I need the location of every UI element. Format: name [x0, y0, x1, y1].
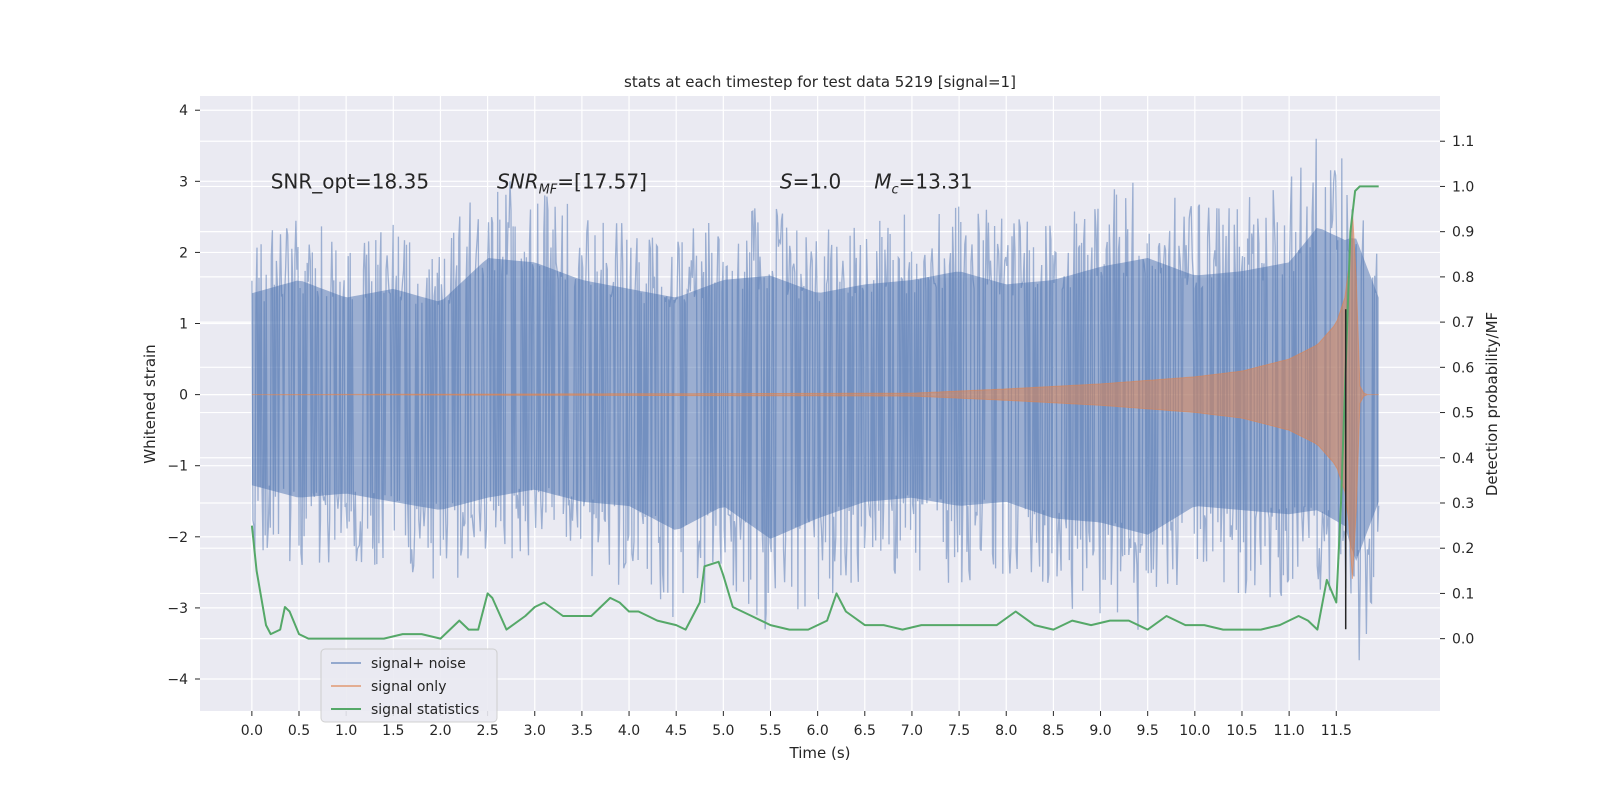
y-right-tick-label: 0.6	[1452, 360, 1474, 376]
x-tick-label: 3.0	[524, 723, 546, 739]
y-right-tick-label: 0.3	[1452, 496, 1474, 512]
y-right-tick-label: 0.0	[1452, 632, 1474, 648]
x-tick-label: 2.5	[476, 723, 498, 739]
x-tick-label: 11.0	[1274, 723, 1305, 739]
y-right-tick-label: 0.9	[1452, 225, 1474, 241]
y-left-tick-label: −2	[167, 530, 188, 546]
y-right-tick-label: 0.4	[1452, 451, 1474, 467]
x-tick-label: 9.0	[1089, 723, 1111, 739]
x-tick-label: 9.5	[1137, 723, 1159, 739]
x-tick-label: 7.5	[948, 723, 970, 739]
x-tick-label: 1.5	[382, 723, 404, 739]
legend-label-signal-statistics: signal statistics	[371, 702, 479, 718]
y-right-tick-label: 0.7	[1452, 315, 1474, 331]
x-tick-label: 3.5	[571, 723, 593, 739]
x-tick-label: 4.5	[665, 723, 687, 739]
y-left-tick-label: 2	[179, 245, 188, 261]
y-axis-left-label: Whitened strain	[141, 344, 159, 463]
y-left-tick-label: −1	[167, 459, 188, 475]
annotation-text: Mc=13.31	[874, 169, 972, 197]
y-axis-right-label: Detection probability/MF	[1483, 312, 1501, 496]
y-axis-right-ticks: 0.0 0.1 0.2 0.3 0.4 0.5 0.6 0.7 0.8 0.9 1.0 1.1	[1440, 134, 1474, 648]
y-right-tick-label: 0.2	[1452, 541, 1474, 557]
legend-label-signal-only: signal only	[371, 679, 446, 695]
x-tick-label: 5.5	[759, 723, 781, 739]
series-signal-statistics	[250, 185, 1379, 640]
annotation-text: SNRMF=[17.57]	[497, 169, 647, 197]
y-right-tick-label: 1.1	[1452, 134, 1474, 150]
x-tick-label: 1.0	[335, 723, 357, 739]
x-tick-label: 2.0	[429, 723, 451, 739]
y-right-tick-label: 0.5	[1452, 406, 1474, 422]
x-tick-label: 10.0	[1179, 723, 1210, 739]
y-left-tick-label: −4	[167, 672, 188, 688]
y-axis-left-ticks: −4 −3 −2 −1 0 1 2 3 4	[167, 103, 200, 688]
x-tick-label: 5.0	[712, 723, 734, 739]
y-left-tick-label: −3	[167, 601, 188, 617]
x-tick-label: 6.0	[807, 723, 829, 739]
y-left-tick-label: 1	[179, 317, 188, 333]
x-tick-label: 7.0	[901, 723, 923, 739]
y-left-tick-label: 0	[179, 388, 188, 404]
x-tick-label: 8.5	[1042, 723, 1064, 739]
x-axis-label: Time (s)	[789, 744, 851, 762]
x-tick-label: 8.0	[995, 723, 1017, 739]
legend: signal+ noise signal only signal statist…	[320, 648, 498, 723]
annotation-text: SNR_opt=18.35	[271, 169, 429, 193]
annotation-text: S=1.0	[780, 169, 841, 193]
y-left-tick-label: 4	[179, 103, 188, 119]
series-signal-only	[251, 210, 1379, 579]
y-left-tick-label: 3	[179, 174, 188, 190]
x-tick-label: 0.5	[288, 723, 310, 739]
chart-title: stats at each timestep for test data 521…	[624, 73, 1016, 91]
x-tick-label: 11.5	[1321, 723, 1352, 739]
signal-statistics-line	[250, 185, 1379, 640]
y-right-tick-label: 1.0	[1452, 179, 1474, 195]
legend-label-signal-noise: signal+ noise	[371, 656, 466, 672]
x-axis-ticks: 0.0 0.5 1.0 1.5 2.0 2.5 3.0 3.5 4.0 4.5 5.0 5.5 6.0 6…	[241, 711, 1352, 739]
x-tick-label: 10.5	[1226, 723, 1257, 739]
annotations: SNR_opt=18.35 SNRMF=[17.57] S=1.0 Mc=13.31	[271, 169, 973, 197]
y-right-tick-label: 0.1	[1452, 586, 1474, 602]
x-tick-label: 0.0	[241, 723, 263, 739]
legend-box	[320, 648, 498, 723]
y-right-tick-label: 0.8	[1452, 270, 1474, 286]
x-tick-label: 4.0	[618, 723, 640, 739]
signal-only-line	[251, 210, 1379, 579]
x-tick-label: 6.5	[854, 723, 876, 739]
